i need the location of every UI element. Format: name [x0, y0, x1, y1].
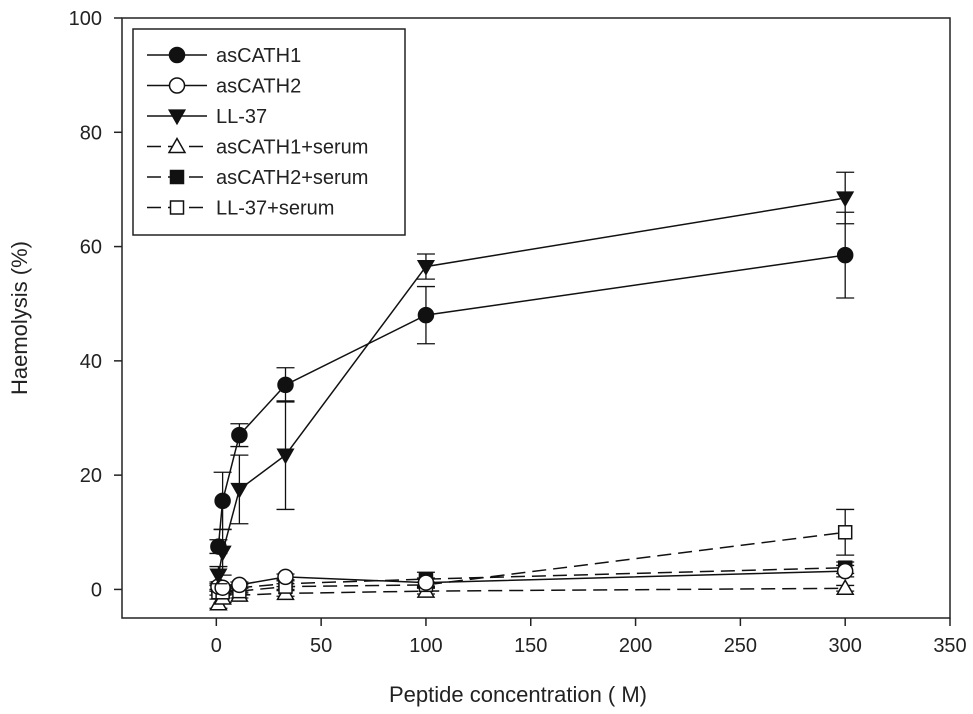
series-line — [217, 254, 846, 547]
filled-circle-marker — [168, 46, 186, 64]
legend-label: asCATH1+serum — [216, 137, 368, 159]
series-ascath1-serum — [209, 578, 855, 611]
open-square-marker — [169, 200, 185, 215]
filled-square-marker — [169, 169, 185, 185]
filled-circle-marker — [210, 538, 227, 555]
x-tick-label: 0 — [211, 635, 222, 657]
series-line — [217, 197, 846, 576]
triangle-down-marker — [836, 191, 855, 208]
y-tick-label: 40 — [80, 351, 102, 373]
y-tick-label: 0 — [91, 579, 102, 601]
triangle-down-marker — [276, 448, 295, 465]
triangle-down-marker — [416, 259, 435, 276]
filled-circle-marker — [417, 306, 435, 324]
series-ll-37-serum — [209, 508, 855, 600]
plot-frame — [121, 17, 951, 619]
y-tick-label: 80 — [80, 122, 102, 144]
legend-label: LL-37+serum — [216, 198, 334, 220]
x-tick-label: 100 — [409, 635, 442, 657]
series-layer — [209, 171, 855, 611]
x-tick-label: 300 — [829, 635, 862, 657]
x-axis-title: Peptide concentration ( M) — [389, 682, 647, 707]
legend-label: asCATH2 — [216, 76, 301, 98]
x-tick-label: 150 — [514, 635, 547, 657]
x-tick-label: 200 — [619, 635, 652, 657]
series-line — [217, 587, 846, 605]
x-tick-label: 350 — [933, 635, 966, 657]
x-tick-label: 50 — [310, 635, 332, 657]
legend-label: asCATH2+serum — [216, 167, 368, 189]
series-ascath1 — [209, 211, 855, 555]
axis-ticks: 0 50 100 150 200 250 300 350 0 20 40 60 80 100 — [69, 8, 967, 657]
triangle-up-marker — [835, 578, 855, 596]
legend-label: LL-37 — [216, 106, 267, 128]
triangle-down-marker — [230, 482, 249, 499]
legend-label: asCATH1 — [216, 45, 301, 67]
x-tick-label: 250 — [724, 635, 757, 657]
series-line — [218, 570, 846, 589]
open-circle-marker — [417, 574, 435, 591]
y-axis-title: Haemolysis (%) — [7, 241, 32, 395]
filled-circle-marker — [214, 492, 231, 510]
filled-circle-marker — [277, 376, 294, 394]
y-tick-label: 100 — [69, 8, 102, 30]
y-tick-label: 20 — [80, 465, 102, 487]
y-tick-label: 60 — [80, 237, 102, 259]
filled-circle-marker — [836, 246, 854, 264]
open-square-marker — [837, 525, 853, 540]
triangle-up-marker — [167, 136, 187, 154]
series-ascath2 — [209, 562, 855, 596]
legend: asCATH1 asCATH2 LL-37 asCATH1+serum asCATH2+… — [132, 28, 406, 236]
triangle-down-marker — [209, 568, 228, 585]
open-circle-marker — [836, 562, 854, 580]
open-circle-marker — [277, 568, 294, 586]
filled-circle-marker — [231, 426, 248, 444]
open-circle-marker — [168, 77, 186, 94]
open-circle-marker — [231, 576, 248, 594]
triangle-down-marker — [167, 109, 187, 126]
